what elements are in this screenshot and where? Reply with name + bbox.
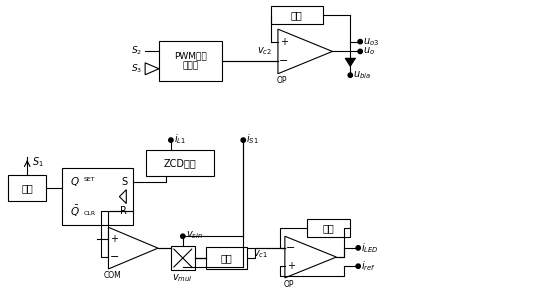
Circle shape [348,73,353,77]
Text: COM: COM [103,271,121,280]
Bar [205,247,247,269]
Text: S: S [121,177,127,187]
Text: +: + [110,234,119,244]
Circle shape [358,49,362,54]
Bar [171,246,195,270]
Text: −: − [286,243,295,253]
Text: $v_{c1}$: $v_{c1}$ [253,248,268,260]
Circle shape [356,264,361,268]
Circle shape [181,234,185,239]
Text: $i_{S1}$: $i_{S1}$ [246,132,259,146]
Text: −: − [279,56,288,66]
Text: $\bar{Q}$: $\bar{Q}$ [70,204,80,219]
Text: +: + [280,37,288,47]
Text: $u_{bia}$: $u_{bia}$ [353,69,371,81]
Text: ZCD检测: ZCD检测 [163,158,196,168]
Bar [62,168,133,225]
Text: $v_{c2}$: $v_{c2}$ [257,45,272,57]
Text: $Q$: $Q$ [70,175,80,188]
Text: 补偿: 补偿 [291,10,302,20]
Text: $S_2$: $S_2$ [132,45,142,57]
Text: PWM生成
和驱动: PWM生成 和驱动 [174,51,207,71]
Text: $u_{o}$: $u_{o}$ [363,45,375,57]
Text: $i_{ref}$: $i_{ref}$ [361,259,376,273]
Text: SET: SET [84,177,95,182]
Text: $S_1$: $S_1$ [32,155,44,169]
Bar [146,150,213,176]
Text: $v_{sin}$: $v_{sin}$ [186,229,203,241]
Text: OP: OP [277,76,287,85]
Polygon shape [345,58,355,66]
Polygon shape [108,227,158,269]
Text: $u_{o3}$: $u_{o3}$ [363,36,379,48]
Text: $v_{mul}$: $v_{mul}$ [172,272,193,284]
Polygon shape [278,29,333,74]
Text: 补偿: 补偿 [322,223,334,233]
Text: 隔离: 隔离 [220,253,232,263]
Bar [159,41,223,81]
Text: −: − [110,252,119,262]
Text: +: + [287,261,295,271]
Text: $S_3$: $S_3$ [132,63,142,75]
Bar [307,220,350,237]
Polygon shape [285,236,336,278]
Text: $i_{L1}$: $i_{L1}$ [174,132,186,146]
Polygon shape [145,63,159,75]
Circle shape [358,39,362,44]
Text: $i_{LED}$: $i_{LED}$ [361,241,379,255]
Text: OP: OP [284,280,294,289]
Bar [271,6,322,24]
Bar [9,175,46,200]
Circle shape [356,246,361,250]
Text: CLR: CLR [84,211,96,216]
Polygon shape [119,190,126,204]
Circle shape [169,138,173,142]
Circle shape [241,138,245,142]
Text: R: R [120,207,127,216]
Text: 驱动: 驱动 [22,183,33,193]
